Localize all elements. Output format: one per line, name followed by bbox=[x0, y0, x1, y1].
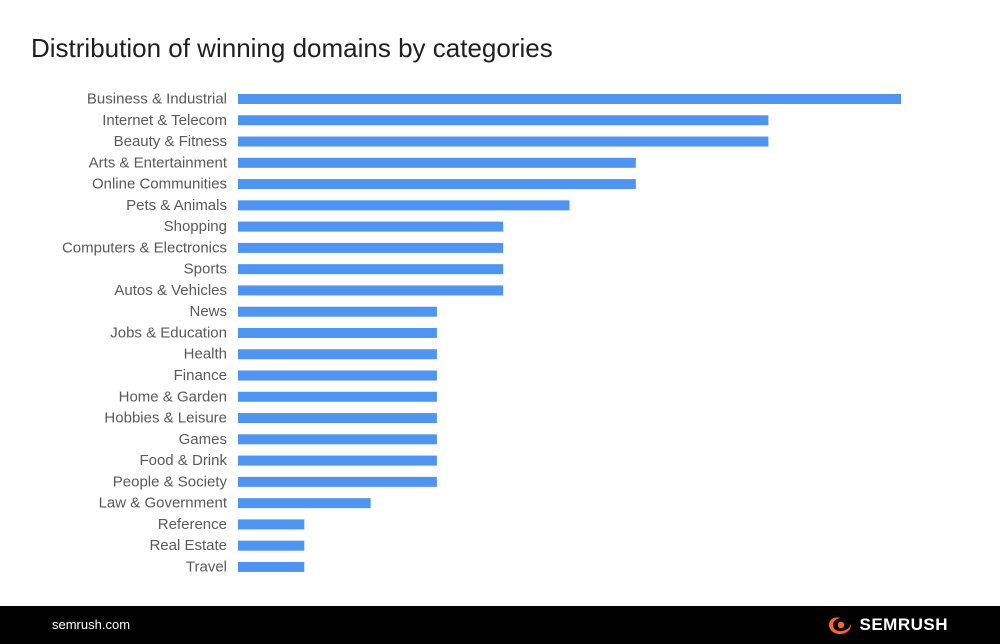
bar bbox=[238, 434, 437, 445]
chart-title: Distribution of winning domains by categ… bbox=[31, 33, 553, 63]
bar-chart: Business & Industrial Internet & Telecom B… bbox=[62, 91, 901, 575]
footer-bar: semrush.com SEMRUSH bbox=[0, 606, 1000, 644]
bar bbox=[238, 498, 371, 509]
category-label: Shopping bbox=[164, 218, 227, 235]
footer-url[interactable]: semrush.com bbox=[52, 617, 131, 632]
bar bbox=[238, 306, 437, 317]
category-label: Health bbox=[184, 346, 227, 363]
category-label: Law & Government bbox=[99, 495, 228, 512]
category-label: Arts & Entertainment bbox=[89, 154, 228, 171]
category-label: Beauty & Fitness bbox=[114, 133, 227, 150]
bar bbox=[238, 221, 504, 232]
bar bbox=[238, 157, 636, 168]
category-label: Food & Drink bbox=[139, 452, 227, 469]
bar bbox=[238, 540, 305, 551]
category-label: Computers & Electronics bbox=[62, 239, 227, 256]
bar bbox=[238, 115, 769, 126]
bar bbox=[238, 519, 305, 530]
bar bbox=[238, 242, 504, 253]
bar bbox=[238, 94, 901, 104]
bar bbox=[238, 455, 437, 466]
bar bbox=[238, 264, 504, 275]
bar bbox=[238, 349, 437, 360]
category-label: Home & Garden bbox=[119, 388, 227, 405]
category-label: Travel bbox=[186, 558, 227, 575]
category-label: Jobs & Education bbox=[110, 324, 227, 341]
category-label: Finance bbox=[174, 367, 227, 384]
bar bbox=[238, 370, 437, 381]
bar bbox=[238, 285, 504, 296]
category-label: Sports bbox=[184, 261, 227, 278]
bar bbox=[238, 179, 636, 190]
category-label: Autos & Vehicles bbox=[114, 282, 227, 299]
semrush-flame-icon bbox=[829, 617, 852, 634]
category-label: Online Communities bbox=[92, 176, 227, 193]
category-label: Games bbox=[179, 431, 227, 448]
bar bbox=[238, 476, 437, 487]
bar bbox=[238, 561, 305, 572]
bar bbox=[238, 200, 570, 211]
category-label: Reference bbox=[158, 516, 227, 533]
category-label: News bbox=[189, 303, 227, 320]
category-label: Real Estate bbox=[149, 537, 227, 554]
bar bbox=[238, 136, 769, 147]
bar bbox=[238, 327, 437, 338]
brand-name: SEMRUSH bbox=[859, 615, 948, 634]
category-label: Internet & Telecom bbox=[102, 112, 227, 129]
category-label: People & Society bbox=[113, 473, 228, 490]
category-label: Hobbies & Leisure bbox=[104, 410, 227, 427]
bar bbox=[238, 413, 437, 424]
category-label: Business & Industrial bbox=[87, 91, 227, 108]
brand-logo: SEMRUSH bbox=[827, 614, 948, 636]
category-label: Pets & Animals bbox=[126, 197, 227, 214]
bar bbox=[238, 391, 437, 402]
